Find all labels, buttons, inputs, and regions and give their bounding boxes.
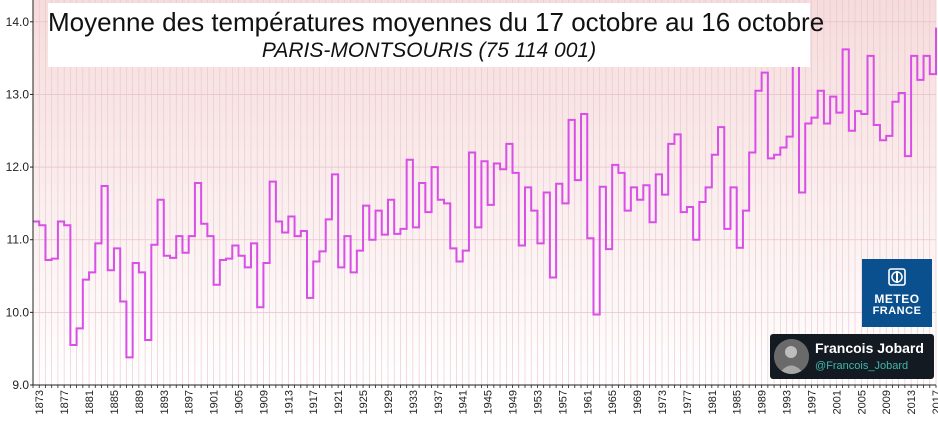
x-tick-label: 1937 — [433, 390, 445, 414]
series-line-layer — [33, 27, 937, 359]
x-tick-label: 1961 — [582, 390, 594, 414]
x-tick-label: 1953 — [532, 390, 544, 414]
x-tick-label: 1901 — [209, 390, 221, 414]
x-tick-label: 1881 — [84, 390, 96, 414]
x-tick-label: 1969 — [632, 390, 644, 414]
x-tick-label: 1985 — [732, 390, 744, 414]
avatar-silhouette-icon — [774, 339, 809, 374]
x-tick-label: 1981 — [707, 390, 719, 414]
meteo-france-logo: METEO FRANCE — [862, 259, 932, 327]
chart-title: Moyenne des températures moyennes du 17 … — [48, 7, 825, 37]
x-tick-label: 2017 — [931, 390, 938, 414]
avatar — [774, 339, 809, 374]
x-tick-label: 1989 — [757, 390, 769, 414]
x-tick-label: 1905 — [234, 390, 246, 414]
y-tick-label: 14.0 — [6, 15, 30, 29]
x-tick-label: 1945 — [483, 390, 495, 414]
x-tick-label: 1977 — [682, 390, 694, 414]
x-tick-label: 1949 — [508, 390, 520, 414]
x-tick-label: 1957 — [557, 390, 569, 414]
x-tick-label: 1993 — [782, 390, 794, 414]
x-tick-label: 1893 — [159, 390, 171, 414]
x-tick-label: 1909 — [258, 390, 270, 414]
logo-line-1: METEO — [874, 292, 920, 306]
x-tick-label: 1877 — [59, 390, 71, 414]
x-tick-label: 1917 — [308, 390, 320, 414]
x-tick-label: 1913 — [283, 390, 295, 414]
x-tick-label: 1925 — [358, 390, 370, 414]
x-tick-label: 1873 — [34, 390, 46, 414]
axes: 9.0 10.0 11.0 12.0 13.0 14.0 1873 1877 1881 1885 1… — [6, 0, 938, 414]
x-tick-label: 1933 — [408, 390, 420, 414]
x-tick-label: 2013 — [906, 390, 918, 414]
logo-line-2: FRANCE — [872, 305, 922, 317]
y-tick-label: 11.0 — [7, 233, 30, 247]
x-tick-label: 2009 — [881, 390, 893, 414]
x-tick-label: 1921 — [333, 390, 345, 414]
series-line — [33, 27, 937, 359]
x-tick-label: 1965 — [607, 390, 619, 414]
y-tick-label: 13.0 — [6, 87, 30, 101]
x-tick-label: 2005 — [856, 390, 868, 414]
x-tick-label: 1889 — [134, 390, 146, 414]
x-tick-label: 1885 — [109, 390, 121, 414]
x-tick-label: 1929 — [383, 390, 395, 414]
x-tick-label: 1941 — [458, 390, 470, 414]
x-tick-label: 2001 — [831, 390, 843, 414]
meteo-france-emblem-icon — [888, 268, 906, 286]
author-name: Francois Jobard — [815, 340, 924, 356]
x-tick-label: 1997 — [806, 390, 818, 414]
author-handle: @Francois_Jobard — [815, 360, 909, 372]
y-tick-label: 9.0 — [12, 378, 29, 392]
y-tick-label: 12.0 — [6, 160, 30, 174]
x-tick-label: 1897 — [184, 390, 196, 414]
title-box: Moyenne des températures moyennes du 17 … — [48, 3, 825, 67]
x-tick-label: 1973 — [657, 390, 669, 414]
author-card: Francois Jobard @Francois_Jobard — [770, 334, 934, 379]
chart-subtitle: PARIS-MONTSOURIS (75 114 001) — [261, 39, 597, 62]
y-tick-label: 10.0 — [6, 305, 30, 319]
